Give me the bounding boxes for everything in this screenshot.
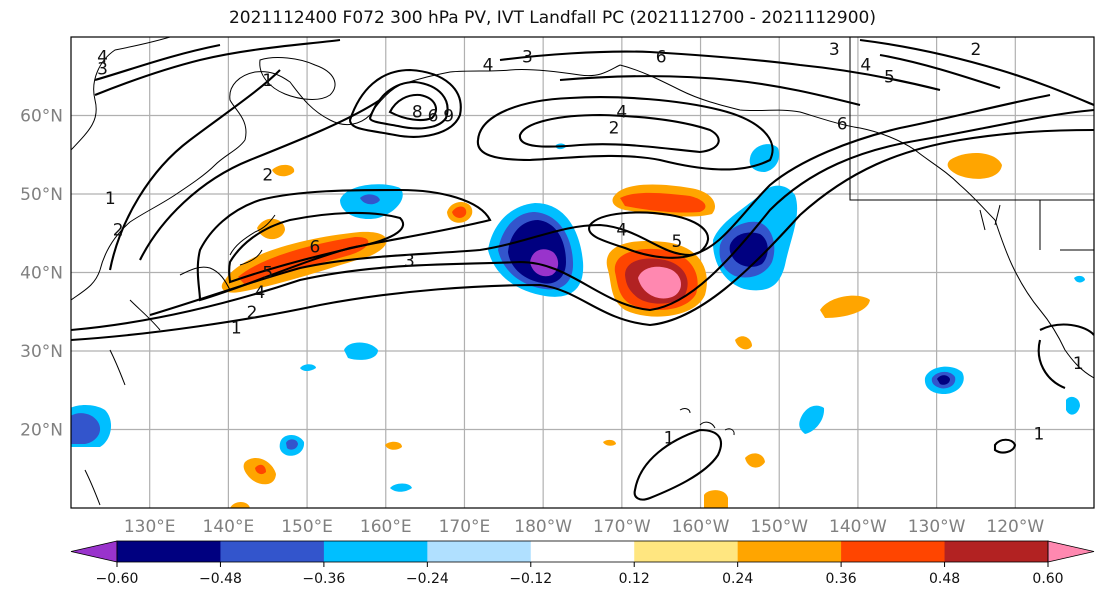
coastlines xyxy=(71,37,1094,506)
contour-label: 1 xyxy=(262,71,273,91)
longitude-label: 130°W xyxy=(908,517,966,537)
longitude-label: 130°E xyxy=(124,517,176,537)
colorbar: −0.60 −0.48 −0.36 −0.24 −0.12 0.12 0.24 0.36 0.4… xyxy=(70,540,1095,587)
colorbar-min-extension xyxy=(70,540,118,563)
contour-label: 3 xyxy=(97,59,108,79)
contour-label: 6 xyxy=(310,238,321,258)
longitude-label: 150°E xyxy=(281,517,333,537)
contour-label: 4 xyxy=(97,48,108,68)
contour-label: 4 xyxy=(616,220,627,240)
contour-label: 1 xyxy=(1073,354,1084,374)
colorbar-segment xyxy=(117,541,221,562)
longitude-labels: 130°E 140°E 150°E 160°E 170°E 180°W 170°W 160°W… xyxy=(124,517,1045,537)
latitude-label: 30°N xyxy=(20,342,63,362)
contour-label: 3 xyxy=(829,40,840,60)
longitude-label: 160°E xyxy=(360,517,412,537)
contour-label: 2 xyxy=(971,40,982,60)
contour-label: 1 xyxy=(231,318,242,338)
contour-label: 4 xyxy=(616,103,627,123)
longitude-label: 140°W xyxy=(829,517,887,537)
contour-label: 8 xyxy=(412,103,423,123)
longitude-label: 150°W xyxy=(750,517,808,537)
longitude-label: 170°W xyxy=(593,517,651,537)
contour-label: 5 xyxy=(672,232,683,252)
latitude-label: 50°N xyxy=(20,185,63,205)
contour-label: 9 xyxy=(443,107,454,127)
contour-label: 2 xyxy=(247,303,258,323)
colorbar-tick-label: 0.24 xyxy=(722,571,753,587)
latitude-label: 40°N xyxy=(20,264,63,284)
latitude-label: 20°N xyxy=(20,421,63,441)
colorbar-segment xyxy=(530,541,635,562)
colorbar-tick-label: −0.24 xyxy=(406,571,449,587)
contour-label: 3 xyxy=(522,48,533,68)
colorbar-segment xyxy=(323,541,428,562)
longitude-label: 120°W xyxy=(986,517,1044,537)
contour-label: 2 xyxy=(262,165,273,185)
contour-label: 5 xyxy=(262,264,273,284)
longitude-label: 180°W xyxy=(514,517,572,537)
contour-label: 2 xyxy=(609,118,620,138)
longitude-label: 160°W xyxy=(672,517,730,537)
contour-label: 3 xyxy=(404,252,415,272)
contour-label: 1 xyxy=(1034,424,1045,444)
longitude-label: 140°E xyxy=(203,517,255,537)
colorbar-tick-label: −0.36 xyxy=(302,571,345,587)
colorbar-segment xyxy=(944,541,1049,562)
contour-label: 1 xyxy=(105,189,116,209)
colorbar-tick-label: 0.12 xyxy=(619,571,650,587)
contour-label: 4 xyxy=(254,283,265,303)
colorbar-segment xyxy=(634,541,739,562)
map-title: 2021112400 F072 300 hPa PV, IVT Landfall… xyxy=(228,8,876,28)
latitude-label: 60°N xyxy=(20,107,63,127)
contour-label: 6 xyxy=(656,48,667,68)
contour-label: 6 xyxy=(428,107,439,127)
contour-label: 4 xyxy=(860,55,871,75)
colorbar-segment xyxy=(841,541,946,562)
colorbar-tick-label: −0.60 xyxy=(96,571,139,587)
latitude-labels: 60°N 50°N 40°N 30°N 20°N xyxy=(20,107,63,441)
colorbar-segment xyxy=(220,541,325,562)
colorbar-tick-label: 0.36 xyxy=(826,571,857,587)
contour-label: 5 xyxy=(884,67,895,87)
colorbar-segment xyxy=(737,541,842,562)
colorbar-segment xyxy=(427,541,532,562)
colorbar-tick-label: −0.48 xyxy=(199,571,242,587)
longitude-label: 170°E xyxy=(439,517,491,537)
colorbar-frame xyxy=(116,540,1049,563)
colorbar-tick-label: 0.48 xyxy=(929,571,960,587)
pv-contours xyxy=(71,38,1094,501)
map-frame xyxy=(70,36,1095,509)
contour-label: 1 xyxy=(664,428,675,448)
colorbar-tick-label: −0.12 xyxy=(509,571,552,587)
contour-label: 2 xyxy=(113,220,124,240)
colorbar-max-extension xyxy=(1047,540,1095,563)
colorbar-tick-label: 0.60 xyxy=(1032,571,1063,587)
contour-label: 6 xyxy=(837,114,848,134)
contour-label: 4 xyxy=(483,55,494,75)
